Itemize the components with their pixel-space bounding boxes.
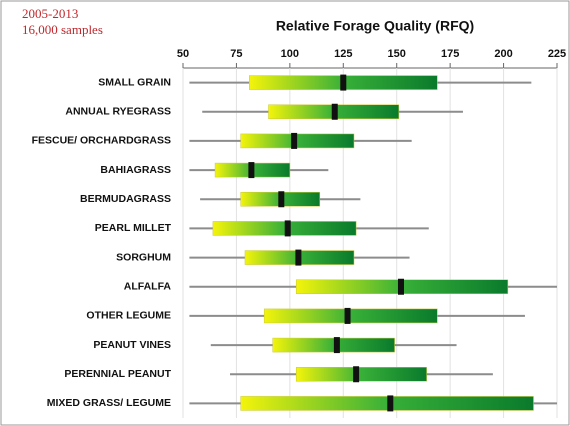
y-tick-label: MIXED GRASS/ LEGUME <box>47 397 171 409</box>
box <box>240 133 355 149</box>
y-tick-label: ALFALFA <box>124 281 172 293</box>
median <box>278 191 285 208</box>
box <box>212 221 357 236</box>
x-tick-label: 125 <box>334 48 352 60</box>
x-tick-label: 100 <box>281 48 299 60</box>
y-tick-label: OTHER LEGUME <box>86 310 171 322</box>
median <box>333 337 340 354</box>
y-tick-label: FESCUE/ ORCHARDGRASS <box>32 135 171 147</box>
x-tick-label: 175 <box>441 48 459 60</box>
x-tick-label: 225 <box>548 48 566 60</box>
median <box>387 395 394 412</box>
y-tick-label: SORGHUM <box>116 251 171 263</box>
median <box>331 103 338 120</box>
y-tick-label: PEARL MILLET <box>95 222 172 234</box>
box <box>296 367 427 382</box>
median <box>248 162 255 179</box>
y-tick-label: ANNUAL RYEGRASS <box>65 106 171 118</box>
box <box>240 396 534 411</box>
x-tick-label: 200 <box>494 48 512 60</box>
y-tick-label: PERENNIAL PEANUT <box>64 368 171 380</box>
box <box>263 308 438 324</box>
median <box>397 278 404 295</box>
y-tick-label: BAHIAGRASS <box>100 164 171 176</box>
annotation: 2005-2013 <box>22 6 78 21</box>
median <box>340 74 347 91</box>
box <box>272 337 395 353</box>
median <box>291 132 298 149</box>
x-tick-label: 150 <box>388 48 406 60</box>
y-tick-label: BERMUDAGRASS <box>80 193 171 205</box>
chart-title: Relative Forage Quality (RFQ) <box>276 18 474 34</box>
x-tick-label: 50 <box>177 48 189 60</box>
median <box>284 220 291 237</box>
x-tick-label: 75 <box>230 48 242 60</box>
y-tick-label: SMALL GRAIN <box>98 76 171 88</box>
median <box>353 366 360 383</box>
median <box>344 307 351 324</box>
annotation: 16,000 samples <box>22 22 103 37</box>
median <box>295 249 302 266</box>
y-tick-label: PEANUT VINES <box>93 339 171 351</box>
